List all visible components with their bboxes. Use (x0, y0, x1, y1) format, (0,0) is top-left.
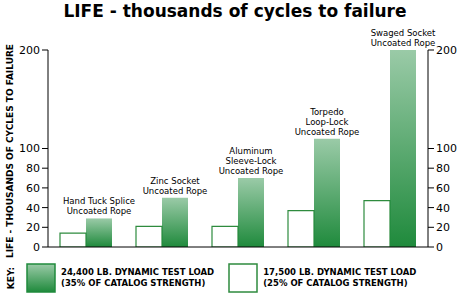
svg-text:60: 60 (26, 182, 40, 195)
svg-text:AluminumSleeve-LockUncoated Ro: AluminumSleeve-LockUncoated Rope (219, 146, 284, 176)
svg-text:0: 0 (436, 241, 443, 254)
html-text:17,500 LB. DYNAMIC TEST LOAD (: 17,500 LB. DYNAMIC TEST LOAD (25% OF CAT… (263, 267, 417, 288)
svg-text:100: 100 (19, 142, 40, 155)
svg-text:20: 20 (26, 221, 40, 234)
svg-text:Zinc SocketUncoated Rope: Zinc SocketUncoated Rope (143, 176, 208, 196)
html-text:KEY:: KEY: (6, 266, 16, 290)
html-text:24,400 LB. DYNAMIC TEST LOAD (: 24,400 LB. DYNAMIC TEST LOAD (35% OF CAT… (61, 267, 215, 288)
svg-text:200: 200 (436, 44, 457, 57)
svg-text:60: 60 (436, 182, 450, 195)
svg-text:200: 200 (19, 44, 40, 57)
html-text:LIFE - THOUSANDS OF CYCLES TO: LIFE - THOUSANDS OF CYCLES TO FAILURE (5, 44, 15, 258)
svg-text:TorpedoLoop-LockUncoated Rope: TorpedoLoop-LockUncoated Rope (295, 107, 360, 137)
svg-text:100: 100 (436, 142, 457, 155)
svg-text:80: 80 (26, 162, 40, 175)
svg-text:40: 40 (26, 202, 40, 215)
html-text:LIFE - thousands of cycles to: LIFE - thousands of cycles to failure (63, 1, 407, 21)
svg-text:80: 80 (436, 162, 450, 175)
svg-text:Swaged SocketUncoated Rope: Swaged SocketUncoated Rope (371, 28, 436, 48)
svg-text:Hand Tuck SpliceUncoated Rope: Hand Tuck SpliceUncoated Rope (63, 196, 135, 216)
svg-text:0: 0 (33, 241, 40, 254)
svg-text:20: 20 (436, 221, 450, 234)
svg-text:40: 40 (436, 202, 450, 215)
